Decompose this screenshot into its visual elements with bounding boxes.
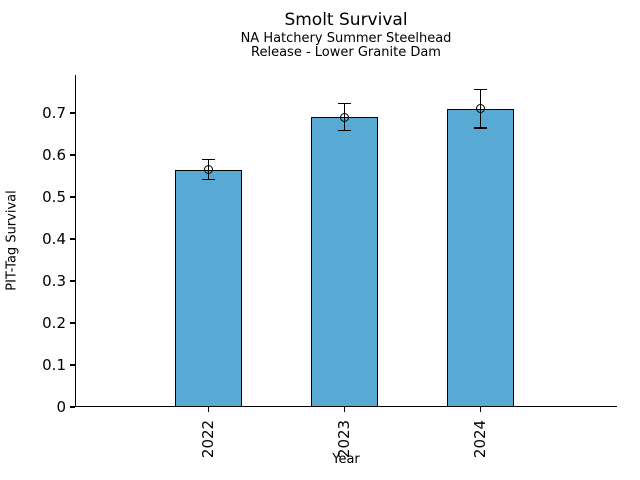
x-tick-label-text: 2023 bbox=[335, 419, 354, 459]
y-tick-label: 0 bbox=[56, 398, 66, 416]
error-bar-cap-top bbox=[337, 102, 351, 105]
error-bar-cap-bottom bbox=[473, 127, 487, 129]
y-tick-mark bbox=[70, 196, 75, 198]
x-tick-label: 2024 bbox=[470, 414, 490, 464]
chart-title: Smolt Survival bbox=[284, 10, 408, 30]
x-tick-mark bbox=[343, 407, 346, 412]
y-tick-label: 0.7 bbox=[42, 103, 66, 122]
y-tick-label: 0.2 bbox=[42, 313, 66, 332]
y-tick-label: 0.3 bbox=[42, 271, 66, 290]
y-tick-mark bbox=[70, 364, 75, 366]
y-tick-label: 0.6 bbox=[42, 145, 66, 164]
y-tick-mark bbox=[70, 280, 75, 282]
y-tick-label: 0.5 bbox=[42, 187, 66, 206]
error-bar-cap-top bbox=[201, 158, 215, 161]
error-bar-cap-bottom bbox=[337, 129, 351, 132]
y-tick-mark bbox=[70, 154, 75, 156]
error-bar-cap-bottom bbox=[201, 178, 215, 181]
bar bbox=[446, 108, 514, 407]
y-tick-mark bbox=[70, 406, 75, 408]
data-point-marker bbox=[339, 112, 349, 122]
x-tick-mark bbox=[207, 407, 210, 412]
x-tick-label-text: 2024 bbox=[471, 419, 490, 459]
x-tick-label-text: 2022 bbox=[199, 419, 218, 459]
y-tick-mark bbox=[70, 322, 75, 324]
y-tick-label: 0.4 bbox=[42, 229, 66, 248]
y-tick-label: 0.1 bbox=[42, 355, 66, 374]
bar bbox=[174, 169, 242, 407]
error-bar-cap-top bbox=[473, 88, 487, 91]
x-tick-label: 2022 bbox=[198, 414, 218, 464]
x-tick-mark bbox=[479, 407, 482, 412]
y-tick-mark bbox=[70, 112, 75, 114]
y-tick-mark bbox=[70, 238, 75, 240]
chart-subtitle-line1: NA Hatchery Summer Steelhead bbox=[240, 31, 452, 46]
data-point-marker bbox=[203, 165, 213, 175]
x-tick-label: 2023 bbox=[334, 414, 354, 464]
data-point-marker bbox=[475, 104, 485, 114]
chart-subtitle-line2: Release - Lower Granite Dam bbox=[251, 45, 441, 60]
x-axis-label: Year bbox=[332, 452, 360, 467]
bar bbox=[310, 117, 378, 407]
